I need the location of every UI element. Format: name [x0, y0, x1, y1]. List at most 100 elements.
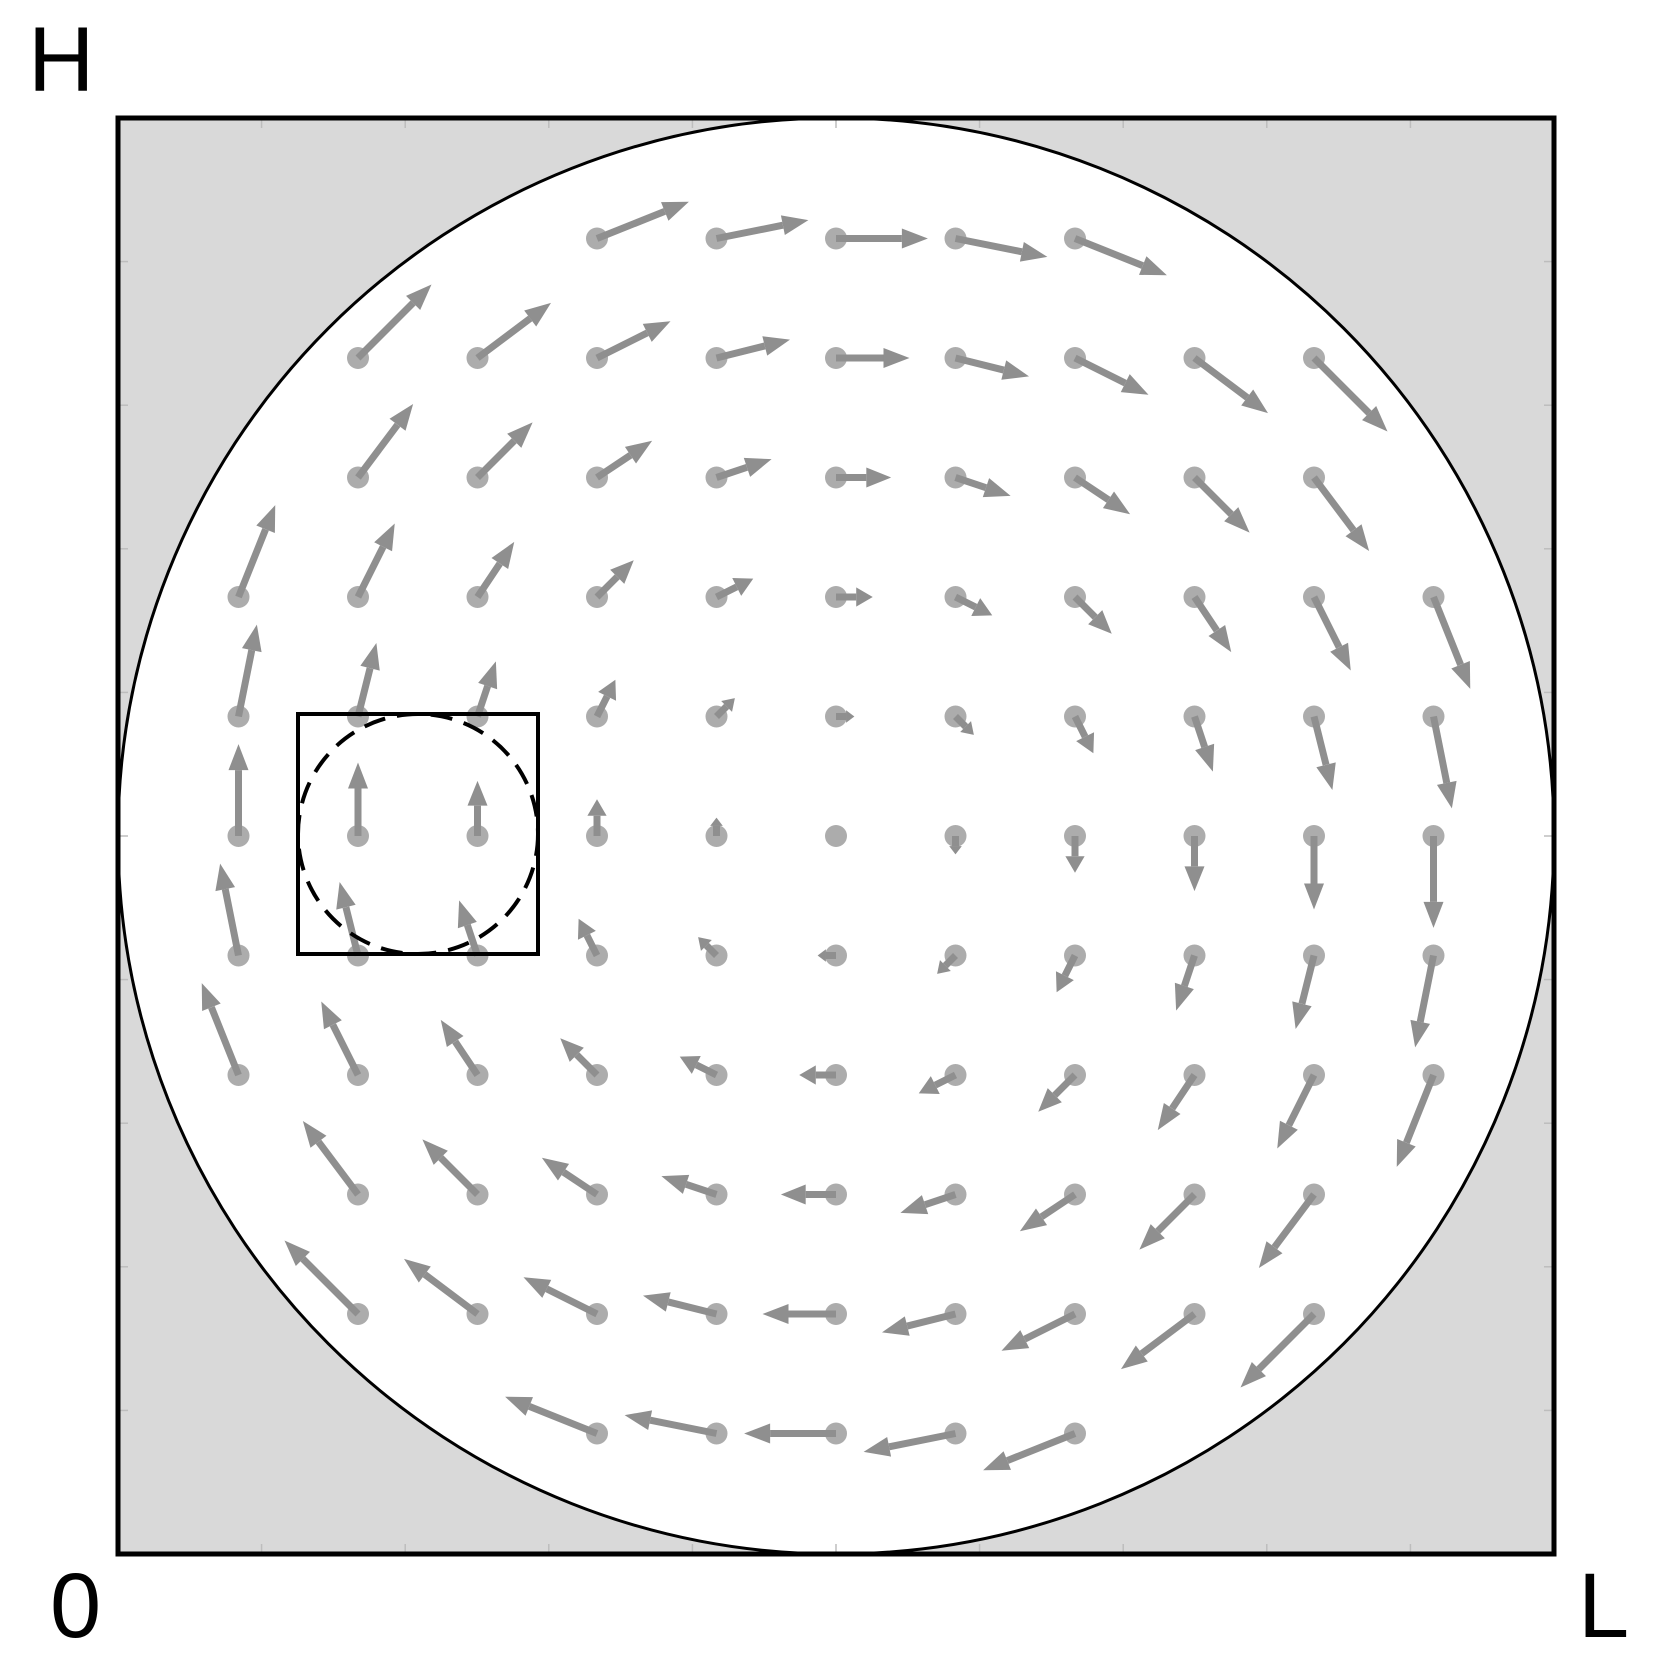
- vector-arrow: [1303, 466, 1370, 551]
- arrow-shaft: [594, 574, 620, 600]
- arrow-shaft: [527, 1403, 599, 1437]
- arrow-head: [1277, 1120, 1298, 1149]
- arrow-shaft: [1271, 1192, 1317, 1250]
- arrow-head: [1292, 1001, 1312, 1029]
- arrow-shaft: [1052, 1072, 1078, 1098]
- arrow-head: [971, 598, 993, 617]
- arrow-head: [983, 1451, 1011, 1471]
- arrow-head: [721, 698, 735, 712]
- arrow-head: [1038, 1088, 1062, 1112]
- arrow-head: [422, 1139, 448, 1165]
- arrow-shaft: [942, 953, 958, 969]
- arrow-head: [507, 422, 533, 448]
- vector-arrow: [321, 1001, 369, 1086]
- arrow-head: [406, 284, 432, 310]
- arrow-shaft: [595, 208, 667, 242]
- vector-arrow: [347, 284, 432, 369]
- vector-arrow: [1183, 825, 1206, 892]
- arrow-shaft: [694, 1061, 719, 1079]
- arrow-head: [937, 960, 951, 974]
- vector-arrow: [1303, 825, 1325, 910]
- arrow-head: [949, 846, 962, 855]
- arrow-head: [918, 1076, 940, 1095]
- vector-arrow: [466, 541, 515, 608]
- arrow-shaft: [583, 933, 601, 958]
- vector-arrow: [1183, 466, 1250, 533]
- arrow-head: [1410, 1019, 1431, 1048]
- vector-arrow: [457, 900, 489, 967]
- arrow-shaft: [1139, 1311, 1197, 1357]
- arrow-head: [1436, 780, 1457, 809]
- arrow-shaft: [933, 1071, 958, 1089]
- arrow-head: [523, 1277, 552, 1298]
- vector-arrow: [944, 705, 974, 735]
- arrow-head: [598, 679, 617, 701]
- arrow-shaft: [1005, 1430, 1077, 1464]
- arrow-head: [1121, 1345, 1148, 1370]
- arrow-shaft: [1430, 595, 1464, 667]
- vector-arrow: [1396, 1064, 1445, 1167]
- arrow-head: [491, 541, 515, 570]
- vector-arrow: [705, 215, 809, 250]
- arrow-head: [1088, 610, 1112, 634]
- arrow-head: [710, 817, 723, 826]
- arrow-shaft: [208, 1005, 242, 1077]
- arrow-head: [1330, 642, 1351, 671]
- arrow-shaft: [235, 527, 269, 599]
- arrow-shaft: [715, 342, 766, 362]
- vector-arrow: [1121, 1303, 1206, 1370]
- vector-arrow: [1139, 1183, 1206, 1250]
- arrow-shaft: [714, 703, 730, 719]
- arrow-shaft: [355, 422, 401, 480]
- arrow-shaft: [475, 315, 533, 361]
- arrow-head: [201, 983, 221, 1011]
- arrow-shaft: [667, 1298, 718, 1318]
- arrow-shaft: [1403, 1073, 1437, 1145]
- vector-arrow: [336, 882, 369, 967]
- arrow-shaft: [714, 583, 739, 601]
- arrow-shaft: [1256, 1311, 1317, 1372]
- arrow-shaft: [595, 329, 649, 362]
- arrow-head: [256, 505, 276, 533]
- arrow-head: [321, 1001, 342, 1030]
- arrow-shaft: [329, 1023, 362, 1077]
- vector-arrow: [918, 1064, 967, 1095]
- arrow-head: [762, 336, 790, 356]
- vector-arrow: [586, 560, 634, 608]
- arrow-shaft: [954, 474, 988, 491]
- outer-frame: [115, 115, 1557, 1557]
- arrow-head: [1055, 971, 1074, 993]
- arrow-shaft: [1416, 954, 1437, 1023]
- arrow-head: [1102, 491, 1131, 515]
- arrow-shaft: [221, 888, 242, 957]
- arrow-head: [215, 863, 236, 892]
- arrow-head: [1174, 982, 1194, 1011]
- vector-arrow: [466, 661, 498, 728]
- vector-arrow: [698, 937, 728, 967]
- arrow-shaft: [1191, 715, 1208, 749]
- arrow-head: [698, 937, 712, 951]
- vector-arrow: [825, 825, 847, 847]
- vector-arrow: [1303, 347, 1388, 432]
- arrow-head: [780, 1184, 806, 1205]
- vector-arrow: [404, 1258, 489, 1325]
- arrow-head: [960, 721, 974, 735]
- vector-arrow: [541, 1157, 608, 1206]
- arrow-shaft: [1061, 953, 1079, 978]
- arrow-head: [560, 1038, 584, 1062]
- arrow-head: [661, 1174, 690, 1194]
- vector-arrow: [1183, 705, 1215, 772]
- arrow-head: [780, 215, 809, 236]
- arrow-head: [624, 440, 653, 464]
- vector-arrow: [1064, 347, 1149, 395]
- vector-arrow: [1183, 586, 1232, 653]
- vector-arrow: [586, 321, 671, 369]
- arrow-head: [743, 457, 772, 477]
- arrow-shaft: [888, 1430, 957, 1451]
- arrow-head: [228, 744, 249, 771]
- arrow-head: [1316, 762, 1336, 790]
- vector-arrow: [799, 1064, 847, 1086]
- vector-arrow: [1258, 1183, 1325, 1268]
